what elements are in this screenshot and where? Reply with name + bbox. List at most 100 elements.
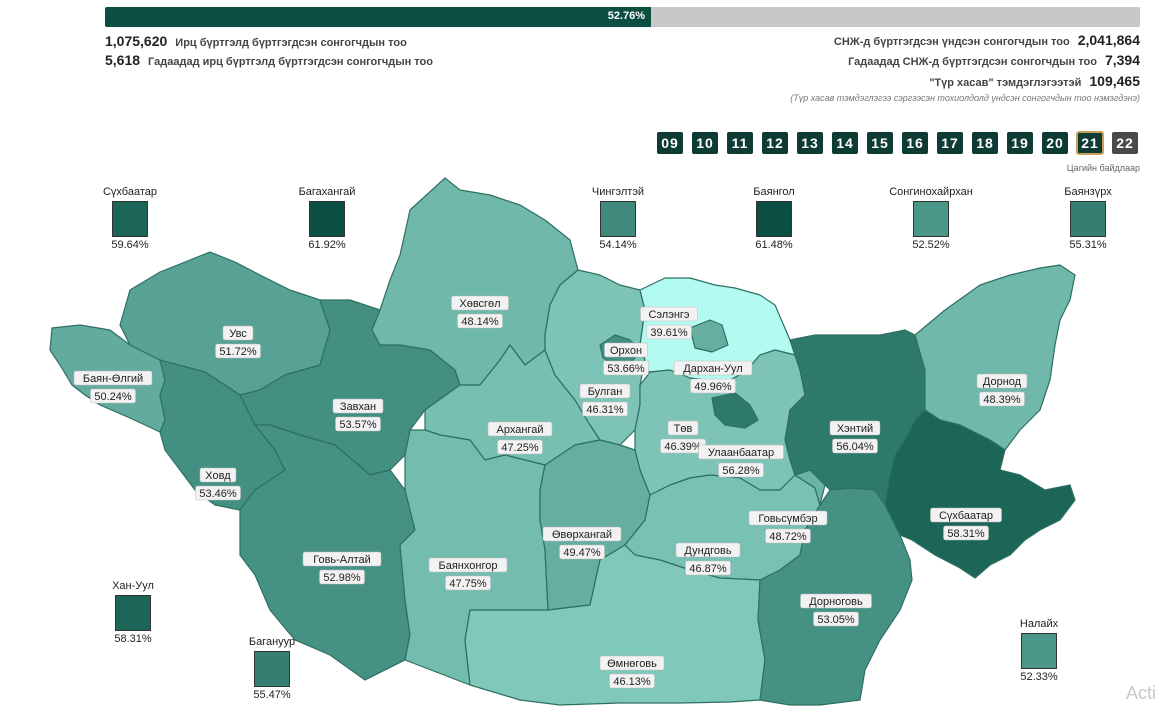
district-name: Налайх <box>1019 618 1059 630</box>
province-label: Өвөрхангай 49.47% <box>542 526 622 560</box>
hour-button-20[interactable]: 20 <box>1042 132 1068 154</box>
province-label: Архангай 47.25% <box>487 421 553 455</box>
hour-button-19[interactable]: 19 <box>1007 132 1033 154</box>
province-label: Дундговь 46.87% <box>675 542 741 576</box>
hour-button-12[interactable]: 12 <box>762 132 788 154</box>
province-name: Баян-Өлгий <box>83 373 143 385</box>
district-legend-item[interactable]: Багахангай 61.92% <box>282 186 372 251</box>
province-percent: 53.66% <box>607 363 645 375</box>
province-percent: 53.05% <box>817 614 855 626</box>
province-name: Өмнөговь <box>607 658 657 670</box>
district-swatch <box>112 201 148 237</box>
province-percent: 58.31% <box>947 528 985 540</box>
registered-voters-number: 1,075,620 <box>105 33 168 49</box>
province-name: Ховд <box>205 470 231 482</box>
province-percent: 46.31% <box>586 404 624 416</box>
district-name: Сүхбаатар <box>102 186 157 198</box>
province-name: Өвөрхангай <box>552 529 612 541</box>
district-legend-item[interactable]: Налайх 52.33% <box>994 618 1084 683</box>
abroad-voters-stat: Гадаадад СНЖ-д бүртгэгдсэн сонгогчдын то… <box>848 52 1140 68</box>
region-darkhan-uul[interactable] <box>689 319 729 353</box>
region-ulaanbaatar[interactable] <box>711 392 759 429</box>
province-name: Орхон <box>610 345 642 357</box>
province-label: Баянхонгор 47.75% <box>428 557 508 591</box>
province-percent: 49.96% <box>694 381 732 393</box>
district-legend-item[interactable]: Чингэлтэй 54.14% <box>573 186 663 251</box>
province-label: Булган 46.31% <box>579 383 631 417</box>
district-legend-item[interactable]: Баянгол 61.48% <box>729 186 819 251</box>
main-voters-stat: СНЖ-д бүртгэгдсэн үндсэн сонгогчдын тоо 2… <box>834 32 1140 48</box>
province-label: Сүхбаатар 58.31% <box>930 507 1002 541</box>
hour-button-11[interactable]: 11 <box>727 132 753 154</box>
province-percent: 48.39% <box>983 394 1021 406</box>
province-percent: 53.46% <box>199 488 237 500</box>
hour-button-16[interactable]: 16 <box>902 132 928 154</box>
province-name: Хэнтий <box>837 423 873 435</box>
province-label: Говьсүмбэр 48.72% <box>748 510 828 544</box>
hour-button-15[interactable]: 15 <box>867 132 893 154</box>
turnout-percent: 52.76% <box>607 10 646 22</box>
province-label: Хөвсгөл 48.14% <box>451 295 509 329</box>
temporarily-removed-label: "Түр хасав" тэмдэглэгээтэй <box>929 77 1082 89</box>
turnout-progress-fill: 52.76% <box>105 7 652 27</box>
province-percent: 46.87% <box>689 563 727 575</box>
district-legend-item[interactable]: Хан-Уул 58.31% <box>88 580 178 645</box>
district-swatch <box>913 201 949 237</box>
province-name: Төв <box>674 423 693 435</box>
district-legend-item[interactable]: Баянзүрх 55.31% <box>1043 186 1133 251</box>
district-name: Чингэлтэй <box>591 186 645 198</box>
province-label: Орхон 53.66% <box>603 342 649 376</box>
province-percent: 46.39% <box>664 441 702 453</box>
province-label: Говь-Алтай 52.98% <box>302 551 382 585</box>
province-label: Баян-Өлгий 50.24% <box>73 370 153 404</box>
abroad-registered-number: 5,618 <box>105 52 141 68</box>
province-percent: 56.04% <box>836 441 874 453</box>
district-swatch <box>1070 201 1106 237</box>
district-swatch <box>309 201 345 237</box>
hour-button-14[interactable]: 14 <box>832 132 858 154</box>
registered-voters-stat: 1,075,620 Ирц бүртгэлд бүртгэгдсэн сонгог… <box>105 33 407 49</box>
province-name: Дорноговь <box>809 596 863 608</box>
province-label: Дорнод 48.39% <box>976 373 1028 407</box>
hour-button-13[interactable]: 13 <box>797 132 823 154</box>
hour-button-09[interactable]: 09 <box>657 132 683 154</box>
hour-button-21[interactable]: 21 <box>1076 131 1104 155</box>
watermark-text: Acti <box>1126 683 1157 703</box>
province-percent: 46.13% <box>613 676 651 688</box>
district-name: Баянгол <box>753 186 795 198</box>
abroad-voters-number: 7,394 <box>1104 52 1140 68</box>
province-label: Ховд 53.46% <box>195 467 241 501</box>
hour-button-18[interactable]: 18 <box>972 132 998 154</box>
region-sukhbaatar[interactable] <box>884 409 1076 579</box>
province-percent: 51.72% <box>219 346 257 358</box>
district-name: Баянзүрх <box>1064 186 1112 198</box>
region-khentii[interactable] <box>784 329 926 506</box>
province-name: Баянхонгор <box>439 560 498 572</box>
province-percent: 50.24% <box>94 391 132 403</box>
district-percent: 61.48% <box>755 239 793 251</box>
district-percent: 59.64% <box>111 239 149 251</box>
province-name: Дархан-Уул <box>683 363 742 375</box>
hour-button-22[interactable]: 22 <box>1112 132 1138 154</box>
province-name: Булган <box>588 386 623 398</box>
province-label: Улаанбаатар 56.28% <box>698 444 784 478</box>
province-label: Увс 51.72% <box>215 325 261 359</box>
province-name: Дорнод <box>983 376 1022 388</box>
hour-button-10[interactable]: 10 <box>692 132 718 154</box>
hour-button-17[interactable]: 17 <box>937 132 963 154</box>
district-legend-item[interactable]: Сонгинохайрхан 52.52% <box>886 186 976 251</box>
district-percent: 55.47% <box>253 689 291 701</box>
province-name: Улаанбаатар <box>708 447 774 459</box>
district-legend-item[interactable]: Сүхбаатар 59.64% <box>85 186 175 251</box>
province-label: Өмнөговь 46.13% <box>599 655 665 689</box>
province-label: Завхан 53.57% <box>332 398 384 432</box>
district-legend-item[interactable]: Багануур 55.47% <box>227 636 317 701</box>
abroad-voters-label: Гадаадад СНЖ-д бүртгэгдсэн сонгогчдын то… <box>848 56 1097 68</box>
province-percent: 49.47% <box>563 547 601 559</box>
district-name: Багахангай <box>298 186 356 198</box>
timeline-caption: Цагийн байдлаар <box>1066 163 1140 173</box>
province-percent: 53.57% <box>339 419 377 431</box>
province-label: Дорноговь 53.05% <box>800 593 872 627</box>
province-name: Завхан <box>340 401 376 413</box>
